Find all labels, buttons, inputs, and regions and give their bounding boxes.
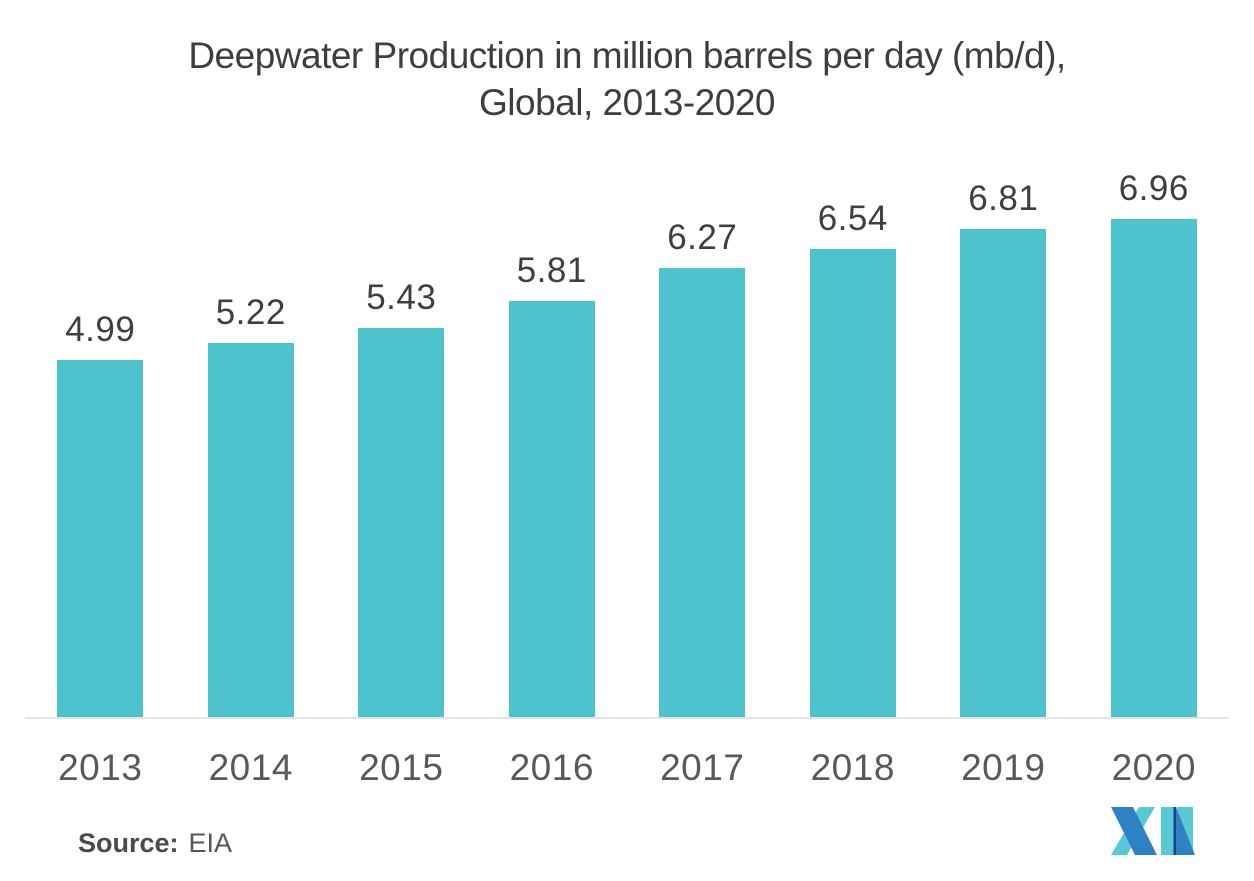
chart-title: Deepwater Production in million barrels … xyxy=(0,0,1254,127)
bar-2015 xyxy=(358,328,445,717)
x-axis-label-2015: 2015 xyxy=(359,747,444,788)
x-axis-label-2013: 2013 xyxy=(58,747,143,788)
bar-2018 xyxy=(809,249,896,717)
source-label: Source: xyxy=(78,828,179,858)
bar-value-label-2020: 6.96 xyxy=(1118,169,1189,208)
x-axis-label-2018: 2018 xyxy=(810,747,895,788)
bar-2013 xyxy=(57,360,144,717)
x-axis-label-2014: 2014 xyxy=(208,747,293,788)
bar-value-label-2017: 6.27 xyxy=(667,218,738,257)
bar-value-label-2013: 4.99 xyxy=(65,310,136,349)
chart-title-line1: Deepwater Production in million barrels … xyxy=(188,35,1066,76)
bar-2016 xyxy=(508,301,595,717)
bar-2014 xyxy=(207,343,294,717)
bar-value-label-2018: 6.54 xyxy=(817,199,888,238)
logo-blue-right-triangle xyxy=(1176,807,1195,855)
bar-group-2016: 5.81 xyxy=(477,251,628,717)
x-axis-label-2019: 2019 xyxy=(961,747,1046,788)
bar-group-2015: 5.43 xyxy=(326,278,477,717)
x-axis-labels: 2013 2014 2015 2016 2017 2018 2019 2020 xyxy=(25,719,1229,789)
logo-teal-mid-bar xyxy=(1161,807,1174,855)
bar-group-2018: 6.54 xyxy=(778,199,929,717)
chart-title-line2: Global, 2013-2020 xyxy=(479,82,775,124)
bar-2019 xyxy=(960,229,1047,717)
bar-group-2020: 6.96 xyxy=(1079,169,1230,717)
plot-area: 4.99 5.22 5.43 5.81 6.27 6.54 6.81 6.96 xyxy=(25,149,1229,719)
bar-2020 xyxy=(1110,219,1197,717)
x-axis-label-2017: 2017 xyxy=(660,747,745,788)
bar-value-label-2015: 5.43 xyxy=(366,278,437,317)
source-value: EIA xyxy=(188,828,233,858)
x-axis-label-2020: 2020 xyxy=(1111,747,1196,788)
source-note: Source: EIA xyxy=(78,828,232,859)
bar-value-label-2014: 5.22 xyxy=(215,293,286,332)
bar-group-2013: 4.99 xyxy=(25,310,176,717)
logo-navy-stripe xyxy=(1173,807,1176,855)
bar-value-label-2016: 5.81 xyxy=(516,251,587,290)
x-axis-label-2016: 2016 xyxy=(509,747,594,788)
bar-2017 xyxy=(659,268,746,717)
bar-group-2014: 5.22 xyxy=(176,293,327,717)
bar-group-2017: 6.27 xyxy=(627,218,778,717)
bar-value-label-2019: 6.81 xyxy=(968,179,1039,218)
bar-group-2019: 6.81 xyxy=(928,179,1079,717)
mordor-intelligence-logo xyxy=(1111,807,1195,855)
logo-blue-left-band xyxy=(1111,807,1157,855)
bar-chart: 4.99 5.22 5.43 5.81 6.27 6.54 6.81 6.96 2013 201… xyxy=(25,149,1229,789)
